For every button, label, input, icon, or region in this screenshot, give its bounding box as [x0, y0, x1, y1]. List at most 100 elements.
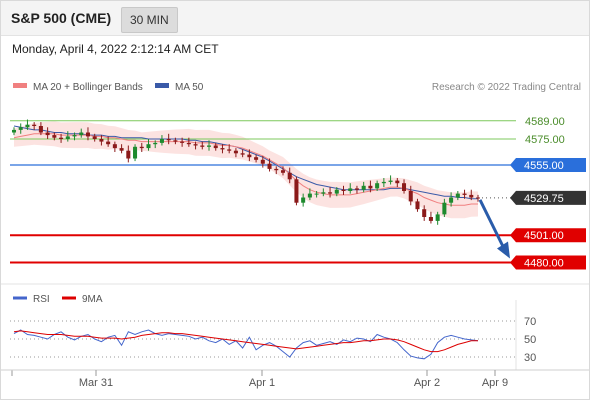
candle-body	[166, 139, 171, 141]
candle-body	[348, 188, 353, 191]
candle-body	[18, 127, 23, 130]
ma20-legend-swatch	[13, 83, 27, 88]
candle-body	[133, 146, 138, 159]
candle-body	[247, 154, 252, 158]
candle-body	[11, 129, 17, 133]
rsi-legend-label: RSI	[33, 294, 50, 305]
x-tick-label: Apr 2	[414, 377, 440, 389]
rsi-line	[13, 329, 479, 360]
candle-body	[395, 180, 400, 184]
chart-header: S&P 500 (CME) 30 MIN	[1, 1, 589, 36]
candle-body	[415, 201, 420, 210]
candle-body	[52, 135, 57, 138]
candle-body	[301, 197, 306, 203]
rsi-y-tick: 70	[524, 316, 536, 328]
candle-body	[92, 136, 97, 139]
level-tag-r1: 4555.00	[524, 160, 564, 172]
ma20-line	[13, 133, 478, 206]
candle-body	[455, 193, 460, 198]
ma50-line	[13, 125, 478, 200]
candle-body	[449, 197, 454, 203]
candle-body	[274, 168, 279, 171]
candle-body	[240, 153, 245, 155]
candle-body	[227, 149, 232, 151]
candle-body	[106, 141, 111, 145]
rsi-ma-legend-label: 9MA	[82, 294, 103, 305]
level-tag-bg-s1	[510, 228, 586, 243]
projection-arrow-head	[497, 241, 510, 259]
candle-body	[388, 180, 393, 182]
candle-body	[341, 189, 346, 191]
candle-body	[186, 142, 191, 145]
timestamp: Monday, April 4, 2022 2:12:14 AM CET	[12, 42, 219, 56]
candle-body	[206, 145, 212, 147]
level-tag-bg-s2	[510, 255, 586, 270]
candle-body	[126, 150, 131, 159]
level-tag-last: 4529.75	[524, 193, 564, 205]
candle-body	[146, 144, 151, 149]
ma50-legend-label: MA 50	[175, 82, 204, 93]
candle-body	[375, 183, 380, 189]
candlesticks	[11, 119, 481, 225]
bollinger-band-area	[14, 121, 478, 219]
candle-body	[45, 132, 50, 136]
candle-body	[99, 139, 104, 142]
timeframe-badge[interactable]: 30 MIN	[121, 7, 178, 33]
candle-body	[139, 146, 144, 149]
instrument-title: S&P 500 (CME)	[11, 10, 112, 26]
candle-body	[213, 145, 218, 149]
candle-body	[408, 191, 413, 202]
level-tags: 4589.00 4575.00 4555.00 4529.75 4501.00 4480.…	[478, 116, 586, 270]
x-axis-labels: Mar 31 Apr 1 Apr 2 Apr 9	[79, 370, 508, 389]
x-tick-label: Mar 31	[79, 377, 113, 389]
candle-body	[65, 136, 70, 139]
candle-body	[159, 139, 164, 143]
candle-body	[368, 185, 373, 189]
candle-body	[428, 217, 433, 221]
candle-body	[119, 148, 124, 151]
rsi-y-tick: 30	[524, 352, 536, 364]
candle-body	[442, 202, 447, 215]
moving-averages	[13, 125, 478, 206]
rsi-y-tick: 50	[524, 334, 536, 346]
candle-body	[287, 172, 292, 180]
candle-body	[321, 192, 326, 194]
resistance-minor-label-r2: 4575.00	[525, 134, 565, 146]
bollinger-bands	[14, 121, 478, 219]
candle-body	[32, 124, 37, 126]
candle-body	[469, 194, 474, 198]
candle-body	[307, 193, 312, 198]
candle-body	[402, 183, 407, 191]
level-tag-s1: 4501.00	[524, 230, 564, 242]
candle-body	[79, 132, 84, 136]
candle-body	[72, 135, 77, 137]
level-tag-s2: 4480.00	[524, 258, 564, 270]
candle-body	[233, 150, 238, 154]
credit-text: Research © 2022 Trading Central	[432, 82, 581, 93]
candle-body	[294, 179, 299, 203]
candle-body	[112, 144, 117, 149]
ma50-legend-swatch	[155, 83, 169, 88]
x-tick-label: Apr 9	[482, 377, 508, 389]
candle-body	[59, 137, 64, 139]
candle-body	[475, 197, 481, 199]
candle-body	[180, 141, 185, 143]
candle-body	[267, 163, 272, 169]
candle-body	[354, 188, 359, 190]
candle-body	[314, 193, 319, 195]
candle-body	[422, 209, 427, 217]
candle-body	[260, 159, 265, 164]
x-tick-label: Apr 1	[249, 377, 275, 389]
level-tag-bg-last	[510, 190, 586, 205]
candle-body	[153, 142, 158, 145]
candle-body	[38, 126, 43, 133]
rsi-ma-line	[13, 330, 478, 353]
candle-body	[200, 145, 205, 147]
candle-body	[193, 144, 198, 146]
candle-body	[85, 132, 90, 137]
candle-body	[381, 181, 386, 184]
candle-body	[280, 170, 286, 173]
level-tag-bg-r1	[510, 158, 586, 172]
rsi-panel: 70 50 30	[10, 316, 536, 364]
